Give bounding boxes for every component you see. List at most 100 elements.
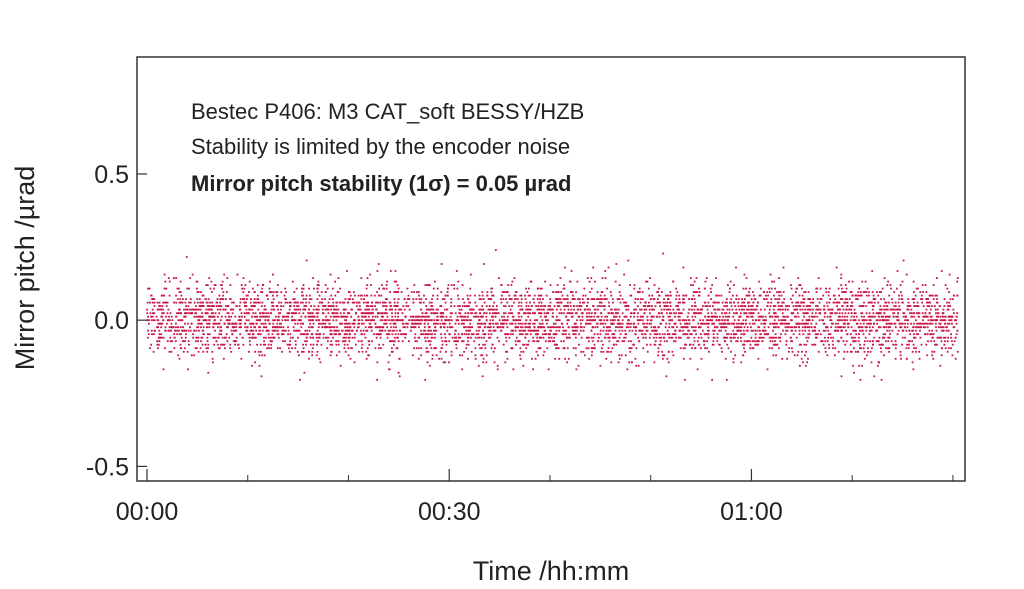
data-point (703, 333, 706, 336)
data-point (624, 301, 626, 304)
data-point (607, 301, 610, 304)
data-point (937, 312, 939, 315)
data-point (195, 340, 197, 343)
data-point (807, 333, 810, 336)
data-point (341, 329, 344, 332)
data-point (894, 305, 897, 307)
data-point (819, 287, 822, 290)
data-point (397, 287, 400, 290)
data-point (558, 312, 561, 315)
data-point (151, 333, 153, 336)
data-point (505, 322, 508, 325)
data-point (861, 364, 863, 367)
data-point (466, 294, 469, 297)
data-point (685, 319, 688, 322)
data-point (949, 298, 952, 300)
data-point (873, 336, 876, 339)
data-point (675, 305, 678, 307)
data-point (529, 294, 531, 297)
data-point (873, 322, 875, 325)
data-point (164, 326, 167, 329)
data-point (819, 308, 821, 311)
data-point (797, 315, 800, 318)
data-point (735, 298, 738, 300)
data-point (312, 322, 315, 325)
data-point (393, 301, 396, 304)
data-point (913, 301, 915, 304)
data-point (493, 301, 496, 304)
data-point (428, 329, 431, 332)
data-point (564, 298, 566, 300)
data-point (780, 333, 782, 336)
data-point (173, 347, 176, 350)
data-point (503, 305, 505, 307)
data-point (153, 298, 156, 300)
data-point (174, 329, 176, 332)
data-point (735, 308, 738, 311)
data-point (800, 343, 802, 346)
data-point (461, 322, 464, 325)
data-point (300, 301, 302, 304)
data-point (284, 340, 286, 343)
data-point (677, 301, 680, 304)
data-point (704, 347, 706, 350)
data-point (615, 315, 618, 318)
data-point (835, 312, 838, 315)
data-point (889, 326, 892, 329)
data-point (892, 312, 894, 315)
data-point (309, 315, 311, 318)
data-point (852, 329, 855, 332)
data-point (718, 319, 721, 322)
data-point (294, 347, 297, 350)
data-point (753, 298, 756, 300)
data-point (600, 350, 603, 353)
data-point (679, 329, 682, 332)
data-point (637, 312, 639, 315)
data-point (678, 308, 681, 311)
data-point (746, 326, 749, 329)
data-point (517, 298, 519, 300)
data-point (477, 315, 480, 318)
data-point (802, 333, 805, 336)
data-point (401, 333, 404, 336)
data-point (257, 294, 259, 297)
data-point (607, 326, 610, 329)
data-point (263, 340, 265, 343)
data-point (322, 319, 325, 322)
data-point (469, 294, 472, 297)
data-point (357, 308, 360, 311)
data-point (578, 333, 580, 336)
data-point (428, 301, 431, 304)
data-point (201, 315, 204, 318)
data-point (443, 308, 446, 311)
data-point (709, 287, 712, 290)
data-point (790, 287, 793, 290)
data-point (256, 322, 258, 325)
data-point (169, 336, 172, 339)
data-point (627, 308, 630, 311)
data-point (606, 350, 609, 353)
data-point (803, 291, 806, 293)
data-point (663, 336, 666, 339)
data-point (588, 280, 591, 283)
data-point (312, 343, 315, 346)
data-point (486, 291, 489, 293)
data-point (780, 294, 783, 297)
data-point (309, 294, 311, 297)
data-point (593, 343, 596, 346)
data-point (418, 326, 420, 329)
data-point (205, 298, 207, 300)
data-point (840, 273, 843, 276)
data-point (235, 326, 238, 329)
data-point (367, 305, 370, 307)
data-point (180, 319, 183, 322)
data-point (529, 301, 531, 304)
data-point (703, 343, 706, 346)
data-point (597, 340, 600, 343)
data-point (426, 308, 428, 311)
data-point (324, 298, 326, 300)
data-point (478, 322, 481, 325)
data-point (401, 319, 404, 322)
data-point (300, 326, 303, 329)
data-point (220, 326, 222, 329)
